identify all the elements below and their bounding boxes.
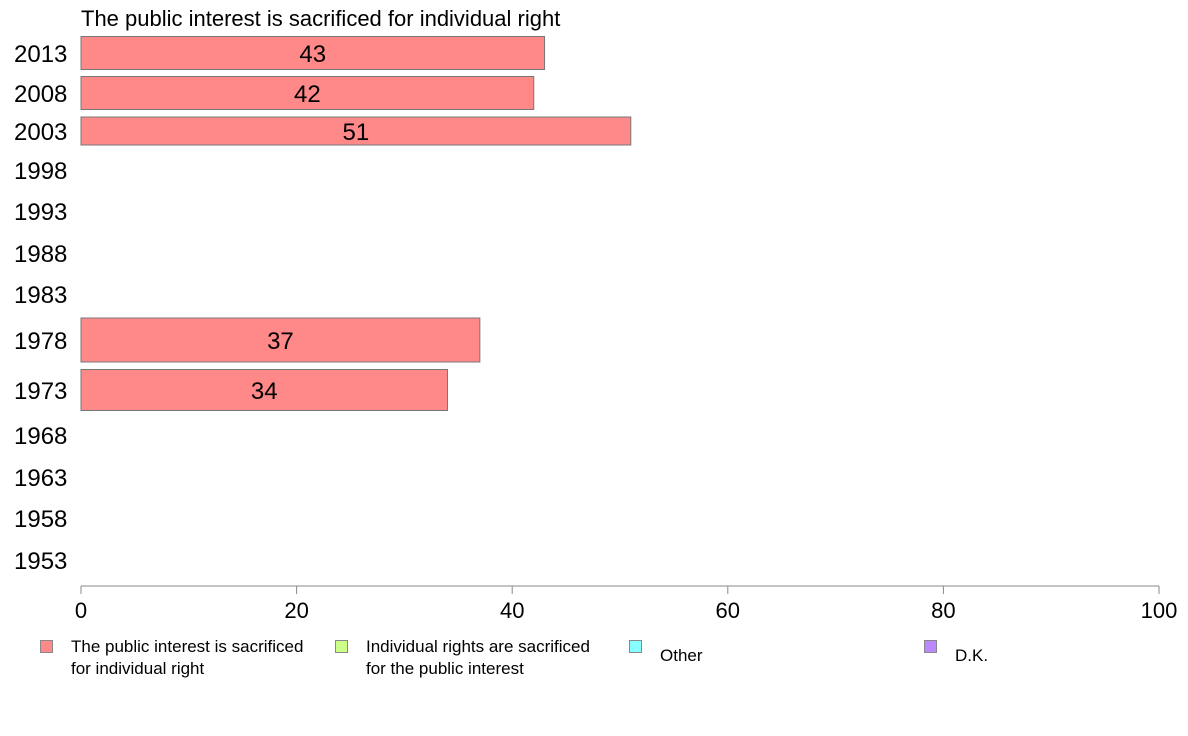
bar <box>80 116 632 146</box>
category-label: 1963 <box>14 465 67 492</box>
legend-item-dk: D.K. <box>924 636 988 667</box>
legend-label: D.K. <box>955 646 989 665</box>
category-label: 1968 <box>14 423 67 450</box>
category-label: 1978 <box>14 328 67 355</box>
legend: The public interest is sacrificed for in… <box>0 636 1188 696</box>
category-label: 2013 <box>14 41 67 68</box>
chart-title: The public interest is sacrificed for in… <box>81 6 561 31</box>
category-label: 1988 <box>14 241 67 268</box>
bar <box>80 369 449 411</box>
category-label: 1953 <box>14 548 67 575</box>
x-tick-label: 100 <box>1141 598 1178 623</box>
bar-value-label: 42 <box>294 81 321 108</box>
legend-swatch <box>629 640 642 653</box>
legend-label: Individual rights are sacrificed for the… <box>366 637 590 678</box>
category-label: 2003 <box>14 119 67 146</box>
x-tick-label: 0 <box>75 598 87 623</box>
bar-value-label: 37 <box>267 328 294 355</box>
legend-swatch <box>335 640 348 653</box>
legend-item-individual-rights-sacrificed: Individual rights are sacrificed for the… <box>335 636 590 680</box>
category-label: 2008 <box>14 81 67 108</box>
bar-value-label: 51 <box>343 119 370 146</box>
x-tick-label: 20 <box>284 598 308 623</box>
category-label: 1983 <box>14 282 67 309</box>
category-label: 1958 <box>14 506 67 533</box>
legend-swatch <box>924 640 937 653</box>
bar-value-label: 34 <box>251 378 278 405</box>
bar-chart: 2013 2008 2003 1998 1993 1988 1983 1978 1973 1968… <box>14 36 1178 623</box>
x-tick-label: 40 <box>500 598 524 623</box>
legend-item-other: Other <box>629 636 703 667</box>
category-label: 1973 <box>14 378 67 405</box>
legend-item-public-interest-sacrificed: The public interest is sacrificed for in… <box>40 636 303 680</box>
x-tick-label: 60 <box>716 598 740 623</box>
category-label: 1993 <box>14 199 67 226</box>
legend-label: Other <box>660 646 703 665</box>
legend-label: The public interest is sacrificed for in… <box>71 637 304 678</box>
x-tick-label: 80 <box>931 598 955 623</box>
category-label: 1998 <box>14 158 67 185</box>
legend-swatch <box>40 640 53 653</box>
bar <box>80 317 481 363</box>
bar <box>80 36 546 70</box>
bar <box>80 76 535 110</box>
bar-value-label: 43 <box>299 41 326 68</box>
